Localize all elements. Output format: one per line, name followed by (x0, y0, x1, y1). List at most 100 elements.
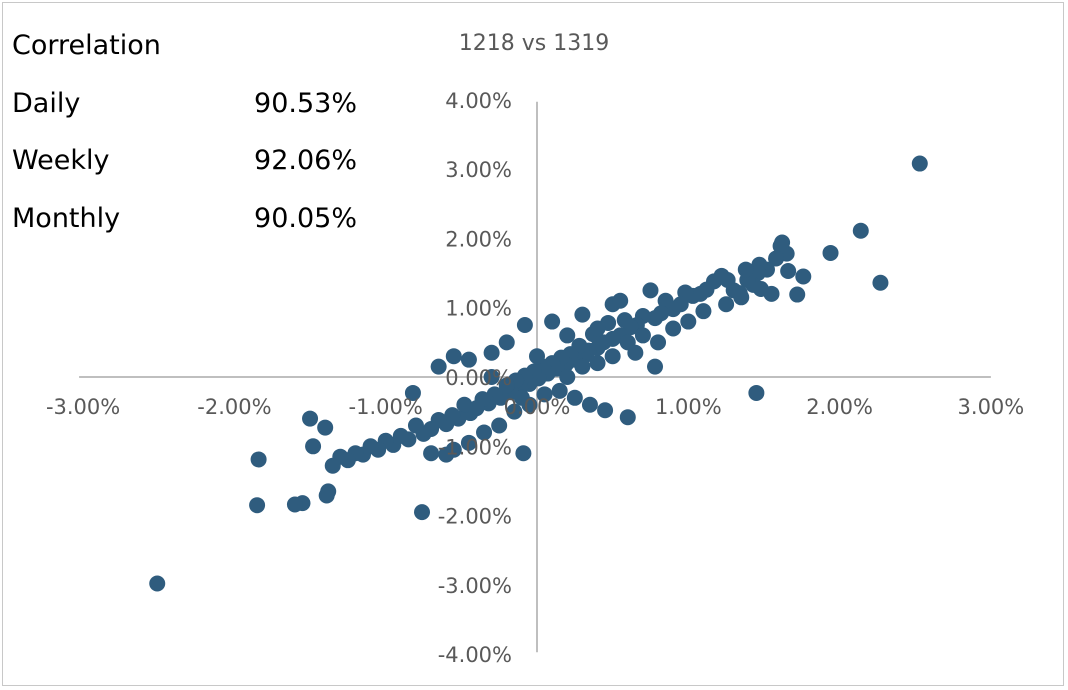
data-point (589, 320, 606, 337)
y-tick-label: -4.00% (438, 643, 512, 667)
data-point (768, 250, 785, 267)
data-point (536, 386, 553, 403)
data-point (763, 285, 780, 302)
x-tick-label: -1.00% (349, 395, 423, 419)
data-point (597, 402, 614, 419)
y-tick-label: -2.00% (438, 505, 512, 529)
data-point (438, 446, 455, 463)
x-tick-label: 2.00% (806, 395, 873, 419)
data-point (616, 312, 633, 329)
x-tick-label: 0.00% (504, 395, 571, 419)
data-point (647, 358, 664, 375)
y-tick-label: 2.00% (445, 227, 512, 251)
correlation-row-daily: Daily 90.53% (12, 88, 357, 122)
data-point (574, 306, 591, 323)
data-point (642, 282, 659, 299)
data-point (513, 389, 530, 406)
data-point (483, 344, 500, 361)
data-point (456, 396, 473, 413)
data-point (516, 317, 533, 334)
correlation-value: 90.05% (254, 203, 357, 234)
data-point (559, 327, 576, 344)
data-point (404, 384, 421, 401)
correlation-label: Daily (12, 88, 81, 119)
data-point (619, 409, 636, 426)
data-point (286, 496, 303, 513)
data-point (680, 313, 697, 330)
data-point (566, 389, 583, 406)
y-tick-label: -1.00% (438, 435, 512, 459)
data-point (665, 320, 682, 337)
data-point (414, 504, 431, 521)
data-point (612, 292, 629, 309)
data-point (305, 438, 322, 455)
data-point (250, 451, 267, 468)
data-point (324, 457, 341, 474)
data-point (911, 155, 928, 172)
correlation-row-monthly: Monthly 90.05% (12, 203, 357, 237)
correlation-value: 90.53% (254, 88, 357, 119)
correlation-row-weekly: Weekly 92.06% (12, 145, 357, 179)
data-point (407, 417, 424, 434)
y-tick-label: 1.00% (445, 297, 512, 321)
data-point (589, 355, 606, 372)
data-point (551, 382, 568, 399)
data-point (483, 369, 500, 385)
data-point (822, 244, 839, 261)
data-point (460, 434, 477, 451)
x-tick-label: -2.00% (197, 395, 271, 419)
data-point (695, 303, 712, 320)
correlation-label: Weekly (12, 145, 110, 176)
data-point (498, 377, 515, 394)
y-tick-label: -3.00% (438, 574, 512, 598)
y-tick-label: 0.00% (445, 366, 512, 390)
data-point (650, 334, 667, 351)
x-tick-label: 1.00% (655, 395, 722, 419)
data-point (515, 445, 532, 462)
data-point (529, 348, 545, 365)
data-point (498, 334, 515, 351)
data-point (506, 403, 523, 420)
data-point (737, 261, 754, 278)
data-point (544, 313, 561, 330)
data-point (149, 575, 166, 592)
data-point (852, 222, 869, 239)
correlation-label: Monthly (12, 203, 121, 234)
data-point (574, 358, 591, 375)
data-point (559, 369, 576, 385)
x-tick-label: 3.00% (958, 395, 1025, 419)
data-point (733, 289, 750, 306)
y-tick-label: 4.00% (445, 89, 512, 113)
data-point (748, 384, 765, 401)
data-point (491, 417, 508, 434)
data-point (581, 396, 598, 413)
data-point (318, 487, 335, 504)
data-point (460, 351, 477, 368)
data-point (872, 274, 889, 291)
data-point (604, 348, 621, 365)
data-points (149, 155, 928, 592)
data-point (423, 445, 440, 462)
data-point (647, 310, 664, 327)
x-tick-label: -3.00% (46, 395, 120, 419)
data-point (634, 327, 651, 344)
y-tick-label: 3.00% (445, 158, 512, 182)
data-point (249, 497, 266, 514)
data-point (627, 344, 644, 361)
data-point (795, 268, 812, 285)
data-point (789, 286, 806, 303)
correlation-value: 92.06% (254, 145, 357, 176)
data-point (780, 262, 797, 279)
chart-title: 1218 vs 1319 (459, 31, 609, 56)
data-point (657, 292, 674, 309)
data-point (445, 348, 462, 365)
data-point (718, 296, 735, 313)
data-point (772, 238, 789, 255)
data-point (476, 424, 493, 441)
tick-labels: -3.00% -2.00% -1.00% 0.00% 1.00% 2.00% 3.00% -4… (46, 89, 1024, 667)
data-point (302, 410, 319, 427)
correlation-heading: Correlation (12, 30, 161, 61)
data-point (317, 419, 334, 436)
